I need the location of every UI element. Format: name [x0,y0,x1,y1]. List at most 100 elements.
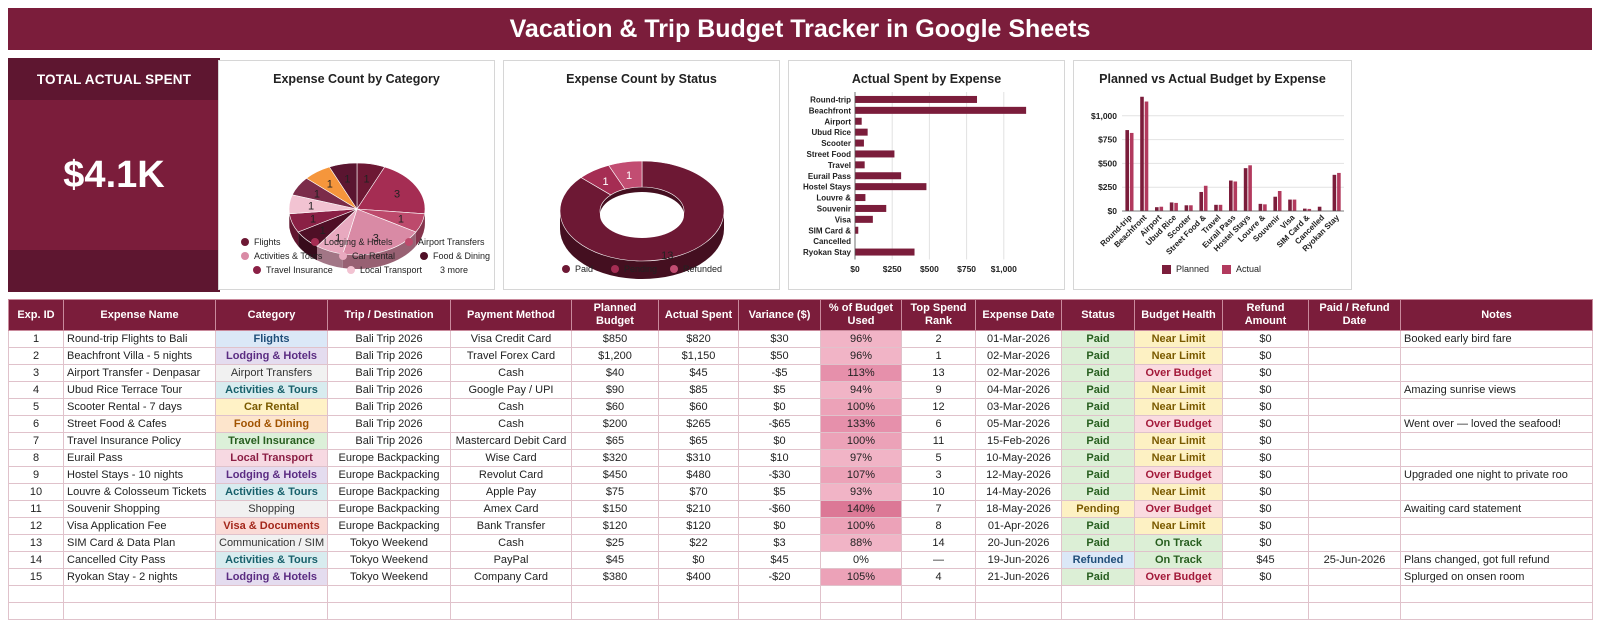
cell-variance[interactable]: -$60 [738,500,821,518]
cell-category[interactable]: Lodging & Hotels [215,347,328,365]
cell-category[interactable]: Communication / SIM [215,534,328,552]
cell-empty[interactable] [1308,602,1401,620]
cell-empty[interactable] [1400,585,1593,603]
cell-payment-method[interactable]: Revolut Card [450,466,572,484]
cell-exp-id[interactable]: 15 [8,568,64,586]
cell-budget-health[interactable]: Over Budget [1134,415,1223,433]
cell-budget-health[interactable]: Over Budget [1134,568,1223,586]
cell-variance[interactable]: $45 [738,551,821,569]
cell-refund-date[interactable] [1308,330,1401,348]
cell-budget-used[interactable]: 100% [820,517,902,535]
cell-top-spend-rank[interactable]: 13 [901,364,976,382]
cell-empty[interactable] [215,602,328,620]
cell-empty[interactable] [571,602,659,620]
cell-notes[interactable]: Went over — loved the seafood! [1400,415,1593,433]
cell-exp-id[interactable]: 9 [8,466,64,484]
cell-refund-amount[interactable]: $0 [1222,517,1309,535]
cell-refund-date[interactable] [1308,568,1401,586]
cell-expense-name[interactable]: Louvre & Colosseum Tickets [63,483,216,501]
column-header[interactable]: % of Budget Used [820,299,902,331]
cell-exp-id[interactable]: 13 [8,534,64,552]
cell-status[interactable]: Paid [1061,517,1135,535]
cell-expense-name[interactable]: Street Food & Cafes [63,415,216,433]
cell-payment-method[interactable]: Amex Card [450,500,572,518]
table-row[interactable]: 13 SIM Card & Data Plan Communication / SI… [8,534,1593,552]
cell-budget-health[interactable]: Near Limit [1134,398,1223,416]
cell-refund-amount[interactable]: $0 [1222,534,1309,552]
cell-category[interactable]: Lodging & Hotels [215,568,328,586]
cell-top-spend-rank[interactable]: 1 [901,347,976,365]
cell-trip[interactable]: Tokyo Weekend [327,534,451,552]
cell-top-spend-rank[interactable]: 3 [901,466,976,484]
table-row[interactable]: 8 Eurail Pass Local Transport Europe Backpa… [8,449,1593,467]
cell-refund-date[interactable] [1308,432,1401,450]
column-header[interactable]: Status [1061,299,1135,331]
cell-status[interactable]: Paid [1061,432,1135,450]
expense-table[interactable]: Exp. ID Expense Name Category Trip / Destin… [8,299,1593,620]
cell-refund-date[interactable] [1308,534,1401,552]
cell-empty[interactable] [1061,585,1135,603]
cell-trip[interactable]: Tokyo Weekend [327,568,451,586]
cell-planned-budget[interactable]: $60 [571,398,659,416]
cell-notes[interactable] [1400,398,1593,416]
cell-variance[interactable]: $50 [738,347,821,365]
cell-trip[interactable]: Bali Trip 2026 [327,415,451,433]
cell-budget-used[interactable]: 93% [820,483,902,501]
cell-payment-method[interactable]: PayPal [450,551,572,569]
cell-actual-spent[interactable]: $45 [658,364,739,382]
cell-category[interactable]: Shopping [215,500,328,518]
cell-planned-budget[interactable]: $45 [571,551,659,569]
column-header[interactable]: Actual Spent [658,299,739,331]
cell-variance[interactable]: $10 [738,449,821,467]
cell-status[interactable]: Paid [1061,381,1135,399]
cell-status[interactable]: Paid [1061,415,1135,433]
cell-category[interactable]: Activities & Tours [215,381,328,399]
cell-refund-date[interactable] [1308,398,1401,416]
cell-expense-name[interactable]: Airport Transfer - Denpasar [63,364,216,382]
cell-refund-amount[interactable]: $0 [1222,500,1309,518]
cell-notes[interactable] [1400,449,1593,467]
cell-notes[interactable]: Plans changed, got full refund [1400,551,1593,569]
cell-trip[interactable]: Bali Trip 2026 [327,432,451,450]
cell-budget-health[interactable]: Near Limit [1134,381,1223,399]
cell-status[interactable]: Paid [1061,330,1135,348]
table-row[interactable]: 3 Airport Transfer - Denpasar Airport Tran… [8,364,1593,382]
cell-variance[interactable]: -$30 [738,466,821,484]
cell-top-spend-rank[interactable]: 9 [901,381,976,399]
cell-trip[interactable]: Bali Trip 2026 [327,364,451,382]
cell-refund-date[interactable] [1308,449,1401,467]
cell-trip[interactable]: Europe Backpacking [327,500,451,518]
cell-notes[interactable] [1400,483,1593,501]
cell-actual-spent[interactable]: $265 [658,415,739,433]
cell-notes[interactable]: Awaiting card statement [1400,500,1593,518]
cell-status[interactable]: Pending [1061,500,1135,518]
cell-empty[interactable] [215,585,328,603]
cell-exp-id[interactable]: 1 [8,330,64,348]
cell-actual-spent[interactable]: $70 [658,483,739,501]
cell-payment-method[interactable]: Cash [450,364,572,382]
cell-actual-spent[interactable]: $0 [658,551,739,569]
cell-budget-used[interactable]: 88% [820,534,902,552]
cell-payment-method[interactable]: Cash [450,415,572,433]
cell-actual-spent[interactable]: $85 [658,381,739,399]
cell-budget-used[interactable]: 0% [820,551,902,569]
cell-exp-id[interactable]: 4 [8,381,64,399]
cell-actual-spent[interactable]: $480 [658,466,739,484]
legend-more-link[interactable]: 3 more [440,265,469,275]
table-row[interactable]: 5 Scooter Rental - 7 days Car Rental Bali T… [8,398,1593,416]
cell-actual-spent[interactable]: $400 [658,568,739,586]
cell-expense-name[interactable]: SIM Card & Data Plan [63,534,216,552]
cell-status[interactable]: Paid [1061,364,1135,382]
cell-planned-budget[interactable]: $40 [571,364,659,382]
cell-status[interactable]: Paid [1061,483,1135,501]
cell-planned-budget[interactable]: $200 [571,415,659,433]
cell-empty[interactable] [820,602,902,620]
table-row[interactable]: 12 Visa Application Fee Visa & Documents Eu… [8,517,1593,535]
column-header[interactable]: Trip / Destination [327,299,451,331]
cell-expense-name[interactable]: Travel Insurance Policy [63,432,216,450]
cell-expense-name[interactable]: Hostel Stays - 10 nights [63,466,216,484]
cell-refund-amount[interactable]: $45 [1222,551,1309,569]
cell-empty[interactable] [1400,602,1593,620]
cell-notes[interactable]: Upgraded one night to private roo [1400,466,1593,484]
cell-top-spend-rank[interactable]: 12 [901,398,976,416]
